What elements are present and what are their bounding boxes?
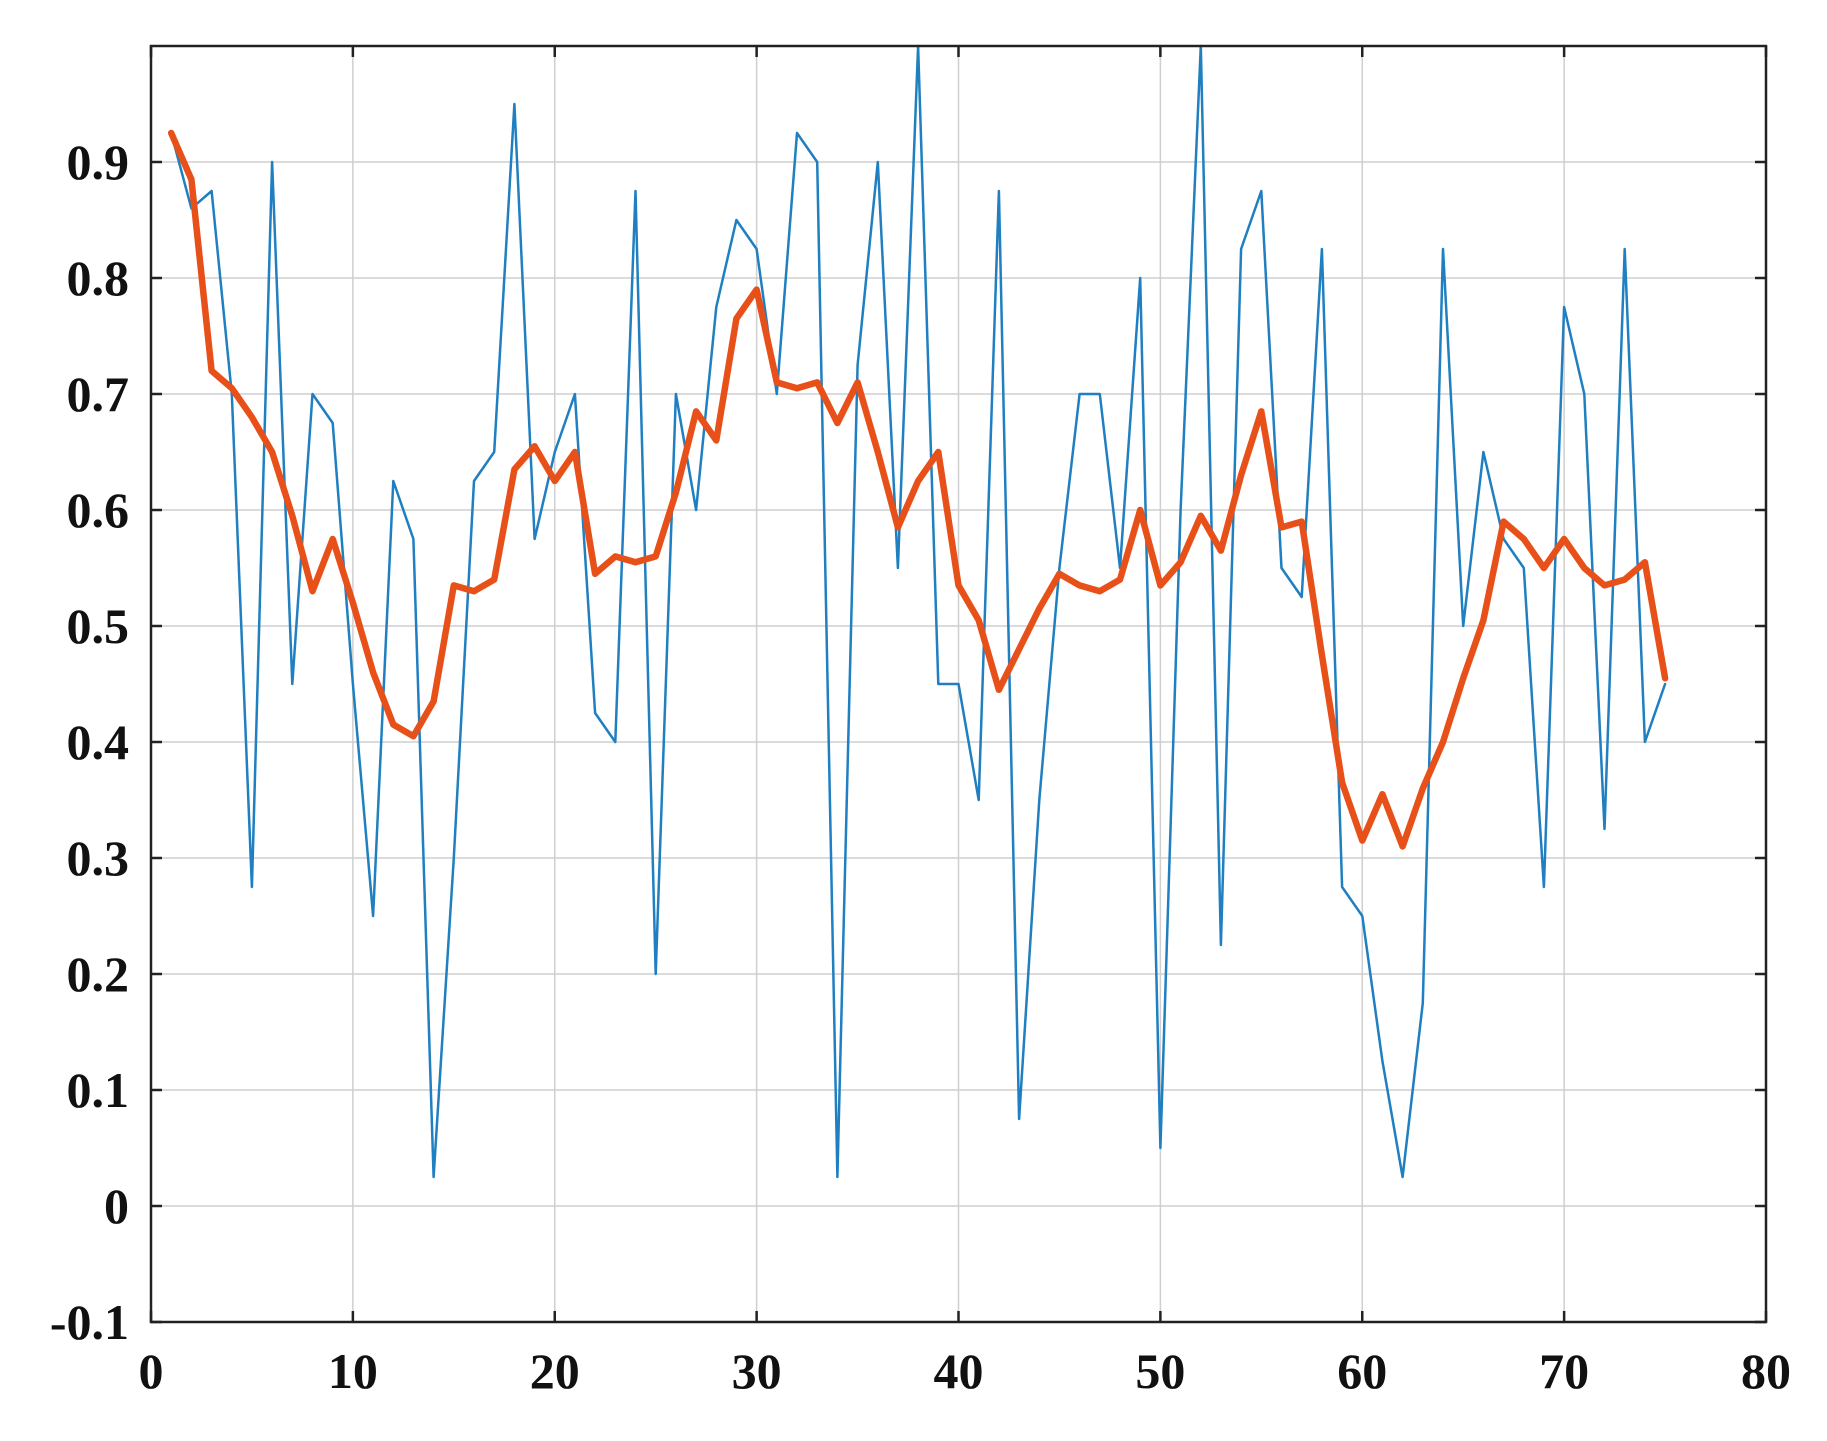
axes-frame: [149, 44, 1768, 1324]
plot-area: [167, 44, 1669, 1179]
x-tick-label-5: 50: [1135, 1343, 1185, 1399]
y-tick-label-4: 0.3: [67, 830, 130, 886]
y-tick-label-1: 0: [104, 1178, 129, 1234]
x-tick-label-7: 70: [1539, 1343, 1589, 1399]
y-tick-label-5: 0.4: [67, 714, 130, 770]
x-tick-label-1: 10: [328, 1343, 378, 1399]
series-line-0: [169, 44, 1667, 1179]
y-tick-label-2: 0.1: [67, 1062, 130, 1118]
y-tick-label-6: 0.5: [67, 598, 130, 654]
x-tick-label-0: 0: [139, 1343, 164, 1399]
x-tick-label-3: 30: [732, 1343, 782, 1399]
series-line-1: [167, 129, 1669, 850]
x-tick-label-4: 40: [934, 1343, 984, 1399]
grid: [150, 46, 1767, 1323]
y-tick-label-7: 0.6: [67, 482, 130, 538]
y-tick-label-10: 0.9: [67, 134, 130, 190]
y-tick-label-9: 0.8: [67, 250, 130, 306]
y-tick-label-3: 0.2: [67, 946, 130, 1002]
x-tick-label-2: 20: [530, 1343, 580, 1399]
y-tick-label-0: -0.1: [50, 1294, 129, 1350]
tick-labels: 0 10 20 30 40 50 60 70 80-0.100.10.20.30.40.50.6…: [50, 134, 1791, 1399]
y-tick-label-8: 0.7: [67, 366, 130, 422]
x-tick-label-8: 80: [1741, 1343, 1791, 1399]
x-tick-label-6: 60: [1337, 1343, 1387, 1399]
